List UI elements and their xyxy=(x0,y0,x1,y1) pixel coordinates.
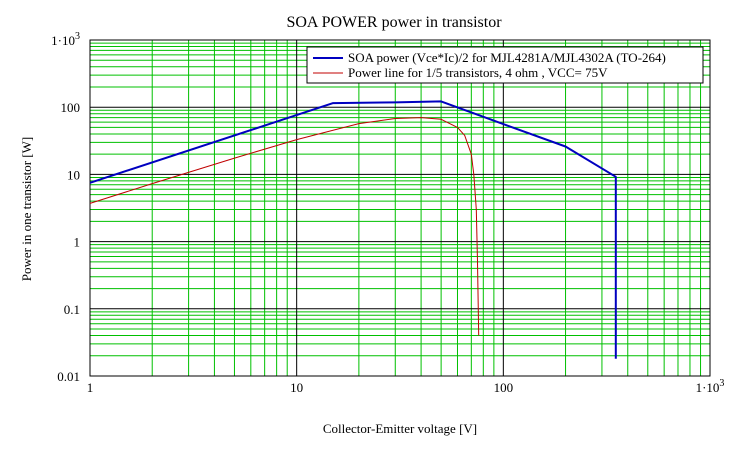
y-tick-label: 0.1 xyxy=(64,302,80,317)
legend-label-power-line: Power line for 1/5 transistors, 4 ohm , … xyxy=(348,65,608,80)
x-axis-label: Collector-Emitter voltage [V] xyxy=(323,421,477,436)
y-tick-label: 0.01 xyxy=(57,369,80,384)
y-tick-label: 1 xyxy=(74,235,81,250)
chart-title: SOA POWER power in transistor xyxy=(286,14,502,31)
x-tick-labels: 1 10 100 1·103 xyxy=(87,378,725,395)
major-grid xyxy=(89,39,711,377)
plot-frame xyxy=(89,39,711,377)
series-line-power-line xyxy=(89,117,480,336)
y-tick-labels: 1·103 100 10 1 0.1 0.01 xyxy=(51,31,80,384)
x-tick-label: 10 xyxy=(290,380,303,395)
legend-label-soa: SOA power (Vce*Ic)/2 for MJL4281A/MJL430… xyxy=(348,50,666,65)
x-tick-label: 1 xyxy=(87,380,94,395)
series-line-soa-power xyxy=(89,100,617,359)
x-tick-label: 1·103 xyxy=(696,378,725,395)
legend-box xyxy=(306,46,704,84)
y-axis-label: Power in one transistor [W] xyxy=(19,137,34,281)
y-tick-label: 100 xyxy=(61,100,81,115)
legend: SOA power (Vce*Ic)/2 for MJL4281A/MJL430… xyxy=(306,46,704,84)
y-tick-label: 10 xyxy=(67,167,80,182)
series-layer xyxy=(89,100,617,359)
y-tick-label: 1·103 xyxy=(51,31,80,48)
minor-grid xyxy=(90,40,710,376)
x-tick-label: 100 xyxy=(494,380,514,395)
